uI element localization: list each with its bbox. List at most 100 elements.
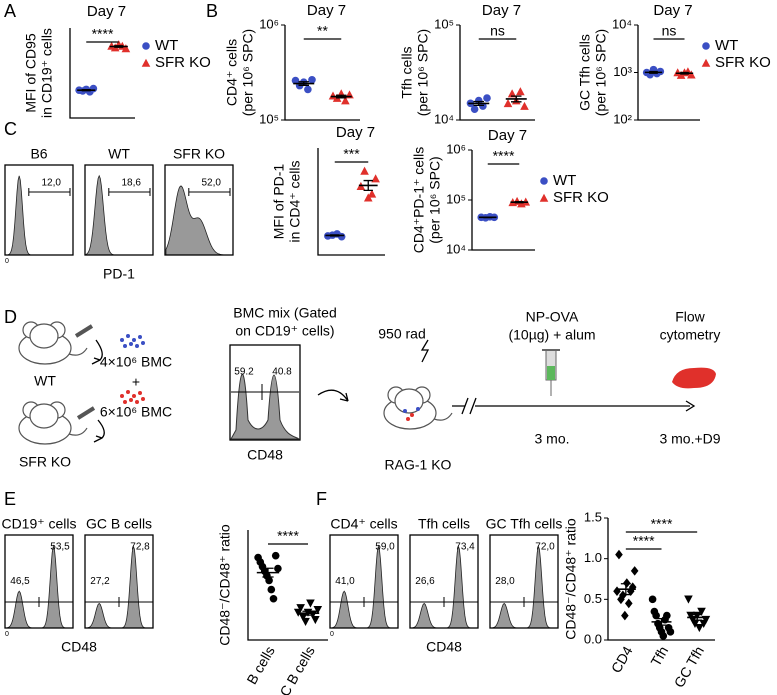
mouse-icon [18,401,88,445]
cell-count: 6×10⁶ BMC [100,404,172,420]
data-point [360,166,369,175]
data-point [619,590,627,601]
immunization: NP-OVA [526,309,579,325]
mix-histogram [230,373,301,440]
y-tick-label: 0.5 [584,591,602,606]
histogram-frame [84,534,154,629]
cell-dots [120,390,145,404]
data-point [367,189,377,198]
significance-label: ns [662,23,677,39]
error-bar [114,45,124,48]
immunization: (10µg) + alum [508,327,595,343]
data-point [520,101,529,110]
data-point [666,628,675,636]
y-tick-label: 1.0 [584,550,602,565]
irradiation: 950 rad [378,326,425,342]
legend-marker [701,58,711,67]
y-axis-label: CD4⁺ cells [224,39,240,106]
data-point [311,616,320,625]
axis [247,530,328,641]
gate-label: 41,0 [335,576,355,587]
data-point [695,624,704,633]
gate [5,596,73,607]
data-point [291,76,300,85]
data-point [313,605,323,615]
mouse-icon [383,386,453,430]
histogram-title: CD19⁺ cells [1,516,76,532]
gate [490,596,558,607]
y-tick-label: 0.0 [584,631,602,646]
y-axis-label: CD48⁻/CD48⁺ ratio [217,524,233,646]
chart-title: Day 7 [653,2,692,19]
data-point [274,564,282,573]
legend-label: SFR KO [155,54,211,71]
histogram-title: B6 [30,146,47,162]
y-tick-label: 10³ [613,64,632,79]
cell-icon [672,367,716,389]
gate-label: 73,4 [455,542,475,553]
gate-label: 26,6 [415,576,435,587]
y-axis-label: CD48⁻/CD48⁺ ratio [563,518,579,640]
data-point [697,607,706,616]
gate-label: 40.8 [272,367,292,378]
histogram [490,544,557,629]
mix-title: on CD19⁺ cells) [235,323,334,339]
y-tick-label: 10⁶ [446,141,466,156]
y-tick-label: 10⁴ [612,16,632,31]
time-label: 3 mo.+D9 [659,431,720,447]
data-point [470,105,479,113]
y-axis-label: in CD4⁺ cells [287,160,303,242]
data-point [474,96,483,105]
error-bar [336,94,347,99]
data-point [684,595,693,604]
gate-label: 59.2 [234,367,254,378]
x-tick-label: B cells [243,643,277,687]
legend-label: SFR KO [553,189,609,206]
y-tick-label: 10⁵ [259,111,279,126]
panel-letters: A B C D E F [4,1,327,509]
chart-title: Day 7 [482,2,521,19]
plus: + [132,374,140,390]
histogram-title: GC B cells [86,516,152,532]
histogram [85,174,152,256]
panel-letter: A [4,1,16,21]
error-bar [330,234,340,237]
gate-label: 27,2 [90,576,110,587]
y-axis-label: (per 10⁶ SPC) [593,29,609,116]
data-point [687,70,696,79]
data-point [296,604,305,613]
y-axis-label: CD4⁺PD-1⁺ cells [411,147,427,254]
arrow [91,339,103,365]
data-point [630,566,639,576]
y-tick-label: 10⁶ [259,16,279,31]
diagram: WT SFR KO 4×10⁶ BMC + 6×10⁶ BMC BMC mix … [18,305,721,473]
data-point [483,94,491,102]
axis-label: CD48 [61,639,97,655]
arrow [93,419,105,443]
chart-title: Day 7 [307,2,346,19]
data-point [507,89,517,98]
significance-label: *** [343,146,360,162]
error-bar [511,95,522,103]
histogram-frame [489,534,559,629]
y-axis-label: GC Tfh cells [577,34,593,111]
data-point [690,619,700,629]
histogram [410,544,477,629]
histogram-frame [84,164,154,256]
data-point [308,75,316,84]
gate-label: 52,0 [202,178,222,189]
bone-icon [74,324,96,420]
mouse-icon [18,321,88,365]
axis-label: CD48 [426,639,462,655]
timeline [452,397,696,415]
histogram-title: GC Tfh cells [486,516,563,532]
error-bar [656,617,667,626]
error-bar [514,201,524,204]
panel-letter: C [4,119,17,139]
histogram-title: CD4⁺ cells [330,516,397,532]
gate-label: 46,5 [10,576,30,587]
error-bar [81,88,91,92]
data-point [621,610,629,621]
significance-label: ns [490,23,505,39]
